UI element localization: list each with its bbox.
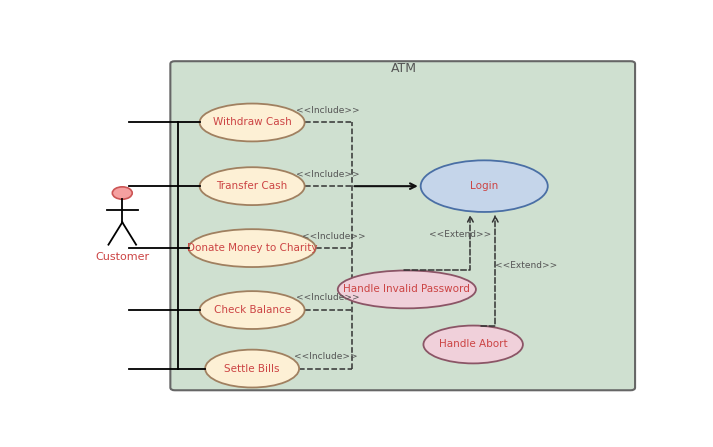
Text: Donate Money to Charity: Donate Money to Charity: [187, 243, 317, 253]
Text: <<Include>>: <<Include>>: [297, 106, 360, 115]
Ellipse shape: [338, 270, 476, 308]
Text: <<Extend>>: <<Extend>>: [429, 230, 491, 239]
Text: Check Balance: Check Balance: [214, 305, 291, 315]
Text: <<Extend>>: <<Extend>>: [496, 261, 558, 270]
Ellipse shape: [200, 167, 304, 205]
Text: Withdraw Cash: Withdraw Cash: [212, 118, 292, 127]
Ellipse shape: [200, 104, 304, 141]
Ellipse shape: [421, 160, 548, 212]
Circle shape: [113, 187, 132, 199]
Text: Handle Abort: Handle Abort: [439, 339, 508, 350]
Text: Settle Bills: Settle Bills: [225, 363, 280, 374]
Text: <<Include>>: <<Include>>: [297, 169, 360, 179]
Text: Login: Login: [470, 181, 498, 191]
Text: <<Include>>: <<Include>>: [297, 294, 360, 303]
FancyBboxPatch shape: [170, 61, 635, 390]
Text: <<Include>>: <<Include>>: [294, 352, 357, 361]
Ellipse shape: [188, 229, 316, 267]
Text: <<Include>>: <<Include>>: [302, 232, 366, 240]
Text: Customer: Customer: [96, 252, 149, 261]
Text: Handle Invalid Password: Handle Invalid Password: [344, 284, 471, 295]
Ellipse shape: [205, 350, 299, 388]
Ellipse shape: [424, 325, 523, 363]
Ellipse shape: [200, 291, 304, 329]
Text: ATM: ATM: [391, 62, 417, 75]
Text: Transfer Cash: Transfer Cash: [217, 181, 288, 191]
